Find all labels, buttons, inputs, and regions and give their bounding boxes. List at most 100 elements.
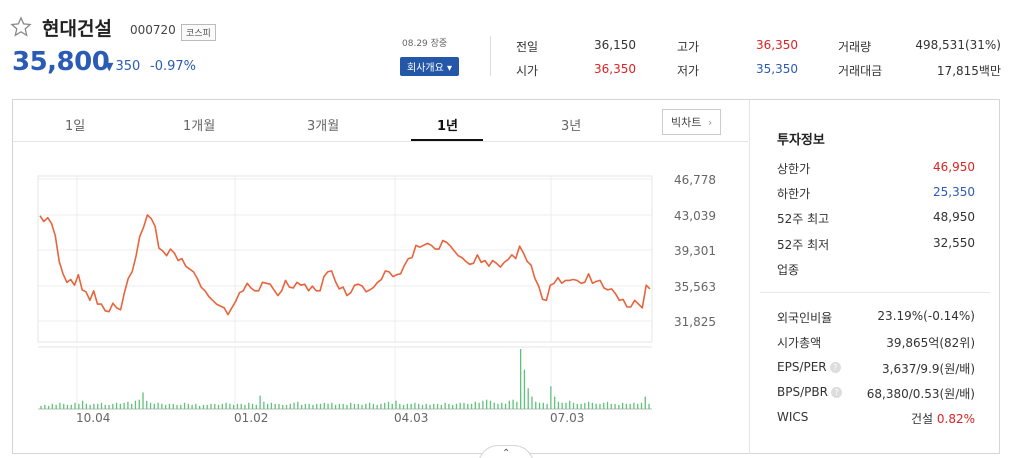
volume-bar — [561, 402, 563, 409]
volume-bar — [410, 403, 412, 409]
volume-bar — [217, 404, 220, 409]
tab-1-day[interactable]: 1일 — [65, 119, 86, 134]
volume-bar — [270, 402, 273, 409]
volume-bar — [372, 403, 375, 409]
tab-1-year[interactable]: 1년 — [437, 119, 459, 134]
volume-bar — [546, 403, 548, 409]
volume-bar — [259, 395, 261, 409]
volume-bar — [319, 403, 322, 409]
volume-bar — [493, 402, 495, 409]
volume-bar — [308, 403, 310, 409]
change-percent: -0.97% — [150, 59, 196, 74]
market-cap-value: 39,865억(82위) — [886, 336, 975, 350]
volume-bar — [274, 403, 276, 409]
volume-bar — [618, 404, 620, 409]
company-overview-button[interactable]: 회사개요 ▾ — [400, 57, 459, 76]
volume-bar — [97, 403, 99, 409]
price-chart — [37, 175, 653, 410]
volume-bar — [293, 402, 295, 409]
volume-bar — [380, 403, 382, 409]
volume-bar — [70, 404, 72, 409]
volume-bar — [504, 403, 507, 409]
x-tick: 07.03 — [550, 411, 585, 425]
volume-bar — [421, 404, 424, 409]
volume-bar — [452, 404, 454, 409]
volume-bar — [406, 403, 409, 409]
volume-bar — [312, 404, 314, 409]
volume-bar — [448, 403, 450, 409]
volume-bar — [44, 404, 46, 409]
volume-bar — [482, 400, 484, 409]
upper-limit-value: 46,950 — [933, 160, 975, 174]
volume-bar — [304, 403, 307, 409]
volume-bar — [108, 404, 110, 409]
help-icon[interactable]: ? — [829, 362, 841, 373]
volume-bar — [584, 402, 586, 409]
volume-bar — [346, 404, 348, 409]
volume-bar — [599, 403, 601, 409]
sector-label: 업종 — [777, 263, 800, 277]
volume-bar — [266, 403, 269, 409]
volume-bar — [497, 403, 499, 409]
volume-bar — [183, 402, 186, 409]
volume-bar — [316, 403, 318, 409]
volume-bar — [93, 403, 95, 409]
invest-info-title: 투자정보 — [777, 133, 825, 148]
open-label: 시가 — [516, 64, 539, 78]
volume-bar — [516, 401, 518, 409]
wics-sector[interactable]: 건설 — [910, 412, 934, 426]
volume-bar — [255, 404, 257, 409]
x-tick: 01.02 — [234, 411, 269, 425]
volume-bar — [187, 403, 189, 409]
volume-bar — [338, 403, 341, 409]
volume-bar — [104, 404, 106, 409]
volume-bar — [146, 400, 148, 409]
tab-3-month[interactable]: 3개월 — [307, 119, 340, 134]
tab-1-month[interactable]: 1개월 — [183, 119, 216, 134]
volume-bar — [425, 403, 427, 409]
big-chart-button[interactable]: 빅차트 › — [662, 109, 722, 135]
tab-3-year[interactable]: 3년 — [561, 119, 582, 134]
sidebar-divider — [749, 100, 750, 454]
volume-bar — [134, 400, 137, 409]
volume-bar — [489, 400, 492, 409]
volume-bar — [606, 401, 609, 409]
upper-limit-label: 상한가 — [777, 162, 811, 176]
volume-bar — [89, 404, 91, 409]
volume-bar — [365, 403, 367, 409]
volume-bar — [572, 402, 575, 409]
volume-bar — [251, 403, 254, 409]
chart-frame — [37, 175, 653, 343]
volume-bar — [232, 404, 235, 409]
volume-bar — [474, 401, 476, 409]
volume-bar — [244, 404, 246, 409]
52w-low-label: 52주 최저 — [777, 238, 830, 252]
volume-bar — [210, 403, 212, 409]
volume-bar — [542, 402, 544, 409]
volume-bar — [512, 399, 514, 409]
volume-bar — [587, 401, 590, 409]
volume-bar — [402, 404, 405, 409]
volume-bar — [195, 403, 197, 409]
volume-bar — [644, 396, 646, 409]
volume-bar — [629, 403, 631, 409]
volume-bar — [131, 403, 133, 409]
volume-bar — [353, 403, 356, 409]
volume-bar — [206, 404, 208, 409]
change-value: 350 — [115, 59, 141, 74]
volume-bar — [433, 403, 435, 409]
volume-bar — [123, 402, 125, 409]
volume-bar — [153, 403, 155, 409]
volume-bar — [263, 401, 265, 409]
volume-bar — [467, 403, 469, 409]
favorite-star-icon[interactable] — [10, 16, 32, 38]
volume-bar — [323, 402, 325, 409]
volume-bar — [248, 402, 250, 409]
volume-bar — [614, 403, 616, 409]
wics-value: 건설 0.82% — [911, 410, 975, 427]
volume-bar — [621, 402, 624, 409]
volume-bar — [569, 400, 571, 409]
volume-bar — [640, 402, 643, 409]
help-icon[interactable]: ? — [830, 387, 842, 398]
volume-value: 498,531(31%) — [915, 38, 1001, 52]
